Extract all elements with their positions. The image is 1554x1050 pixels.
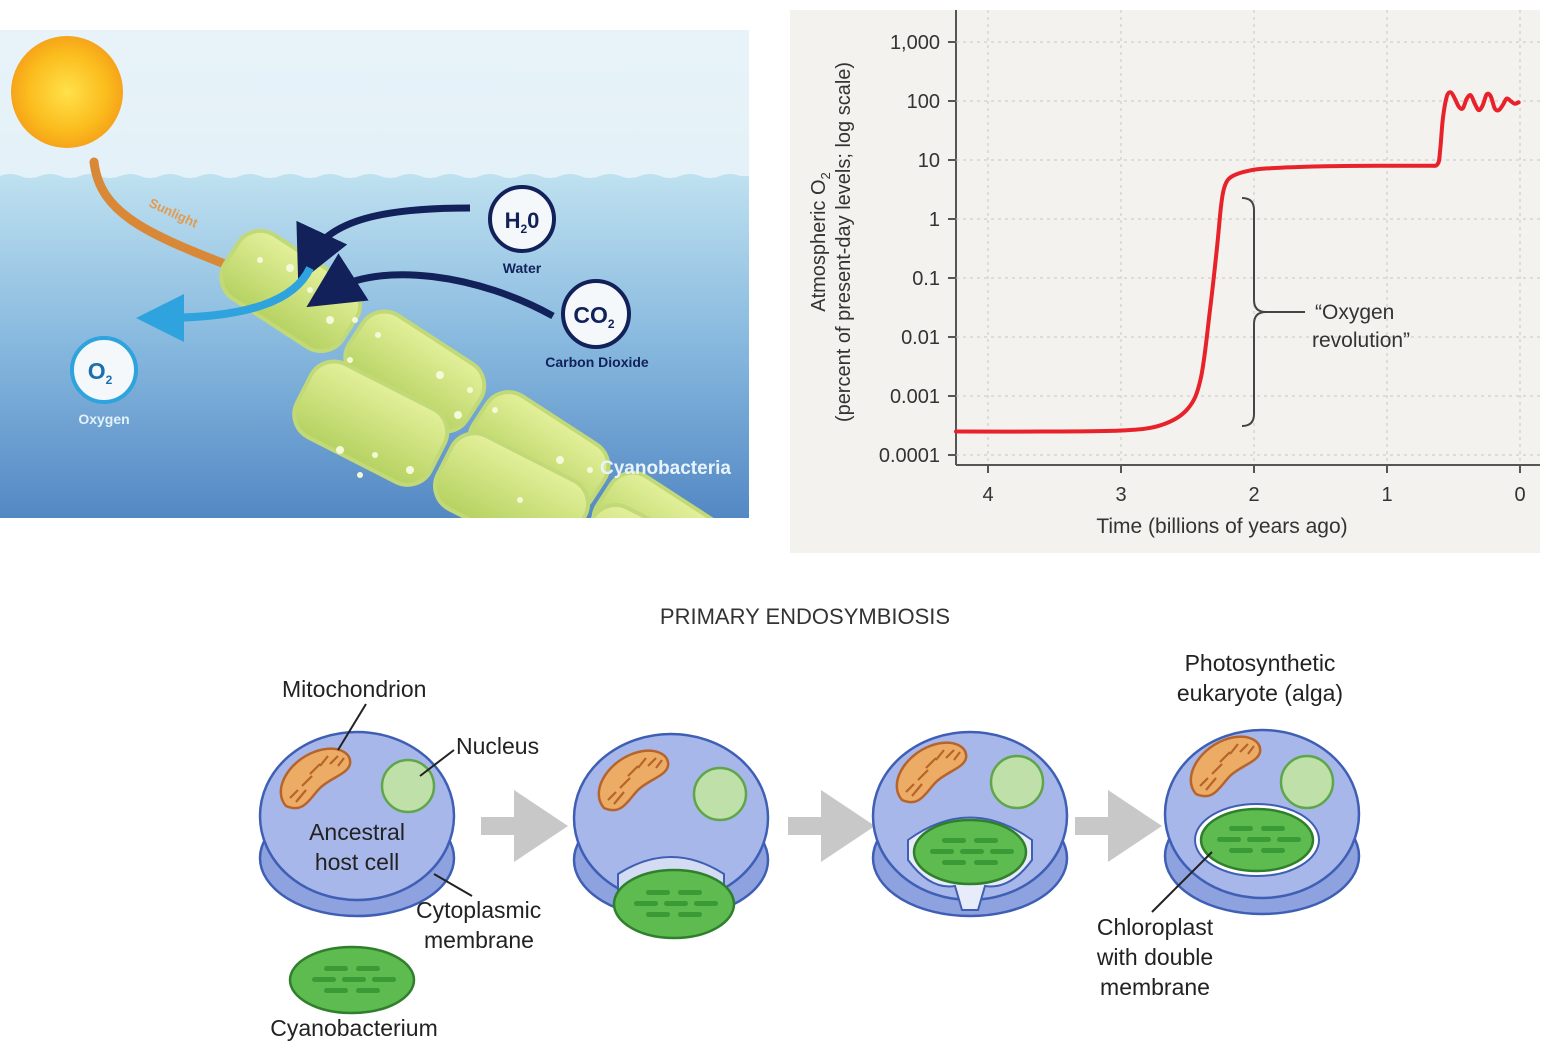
oxygen-badge: O2 Oxygen	[70, 336, 138, 427]
nucleus-label: Nucleus	[456, 733, 539, 759]
alga-label-2: eukaryote (alga)	[1177, 680, 1343, 706]
enclosure-stage	[871, 730, 1069, 918]
oxygen-label: Oxygen	[78, 411, 129, 427]
y-tick-label: 1	[929, 209, 940, 231]
diagram-title: PRIMARY ENDOSYMBIOSIS	[660, 604, 950, 629]
y-axis-label-line1: Atmospheric O2	[808, 172, 833, 312]
membrane-leader	[433, 873, 473, 897]
sunlight-ray	[89, 157, 245, 275]
y-tick-label: 0.01	[901, 327, 940, 349]
water-badge: H20 Water	[488, 185, 556, 276]
svg-text:H20: H20	[505, 208, 540, 236]
y-tick-label: 10	[918, 150, 940, 172]
y-tick-label: 0.001	[890, 386, 940, 408]
x-tick-label: 0	[1514, 484, 1525, 506]
x-tick-label: 3	[1115, 484, 1126, 506]
x-axis-label: Time (billions of years ago)	[1096, 515, 1347, 538]
ancestral-host-cell	[258, 730, 456, 918]
chloroplast-leader	[1151, 851, 1213, 913]
annotation-line2: revolution”	[1312, 329, 1410, 352]
co2-badge: CO2 Carbon Dioxide	[545, 279, 649, 370]
cyanobacterium-icon	[288, 945, 416, 1015]
co2-uptake-arrow	[306, 253, 555, 320]
photosynthetic-eukaryote-cell	[1163, 728, 1361, 916]
alga-label-1: Photosynthetic	[1185, 650, 1336, 676]
y-tick-label: 100	[907, 91, 940, 113]
svg-text:O2: O2	[88, 358, 113, 387]
nucleus-leader	[419, 749, 455, 777]
y-tick-label: 1,000	[890, 32, 940, 54]
y-tick-label: 0.1	[912, 268, 940, 290]
x-axis-ticks: 4 3 2 1 0	[982, 465, 1526, 506]
cyanobacterium-label: Cyanobacterium	[270, 1015, 437, 1041]
sun-icon	[11, 36, 123, 148]
svg-text:CO2: CO2	[573, 302, 615, 331]
y-tick-label: 0.0001	[879, 445, 940, 467]
nucleus-icon	[380, 758, 436, 814]
mitochondrion-leader	[337, 703, 367, 751]
co2-label: Carbon Dioxide	[545, 354, 649, 370]
water-label: Water	[503, 260, 542, 276]
chloroplast-label-2: with double	[1096, 944, 1213, 970]
chloroplast-label-3: membrane	[1100, 974, 1210, 1000]
y-axis-ticks: 0.0001 0.001 0.01 0.1 1 10 100 1,000	[879, 32, 956, 467]
oxygen-series-line	[954, 90, 1521, 434]
x-tick-label: 2	[1248, 484, 1259, 506]
annotation-line1: “Oxygen	[1315, 301, 1394, 324]
host-label-1: Ancestral	[309, 819, 405, 845]
photosynthesis-illustration: Sunlight H20 Water CO	[0, 30, 749, 518]
cyanobacteria-label: Cyanobacteria	[600, 458, 731, 479]
x-tick-label: 1	[1381, 484, 1392, 506]
host-label-2: host cell	[315, 849, 399, 875]
mitochondrion-label: Mitochondrion	[282, 676, 426, 702]
engulfment-stage	[572, 732, 770, 940]
oxygen-release-arrow	[136, 266, 314, 342]
water-uptake-arrow	[296, 204, 471, 284]
primary-endosymbiosis-diagram: PRIMARY ENDOSYMBIOSIS Ancestral host cel…	[258, 604, 1361, 1041]
membrane-label-1: Cytoplasmic	[416, 897, 541, 923]
x-tick-label: 4	[982, 484, 993, 506]
chloroplast-label-1: Chloroplast	[1097, 914, 1214, 940]
membrane-label-2: membrane	[424, 927, 534, 953]
y-axis-label-line2: (percent of present-day levels; log scal…	[833, 62, 855, 422]
chart-axes	[955, 10, 1540, 466]
